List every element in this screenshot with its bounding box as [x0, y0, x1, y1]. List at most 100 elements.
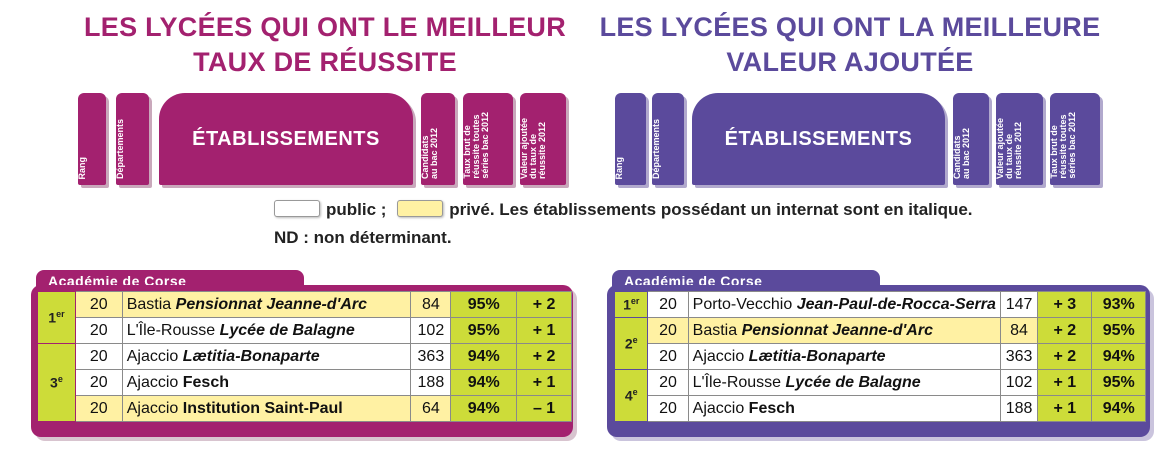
- left-col-etablissements: ÉTABLISSEMENTS: [159, 93, 413, 185]
- candidats-cell: 363: [410, 343, 452, 370]
- left-col-departements-label: Départements: [115, 118, 125, 179]
- rank-cell: 1er: [613, 291, 649, 318]
- city-name: L'Île-Rousse: [692, 373, 782, 391]
- departement-cell: 20: [74, 395, 123, 422]
- right-col-candidats-label: Candidats au bac 2012: [952, 127, 971, 179]
- departement-cell: 20: [647, 395, 689, 422]
- left-col-candidats: Candidats au bac 2012: [420, 93, 455, 185]
- city-name: Bastia: [126, 295, 172, 313]
- departement-cell: 20: [74, 369, 123, 396]
- right-title-line1: LES LYCÉES QUI ONT LA MEILLEURE: [599, 12, 1101, 42]
- candidats-cell: 64: [410, 395, 452, 422]
- rank-suffix: er: [56, 309, 65, 320]
- valeur-ajoutee-cell: + 1: [1037, 395, 1093, 422]
- establishment-name: Jean-Paul-de-Rocca-Serra: [796, 295, 996, 313]
- establishment-name: Fesch: [748, 399, 795, 417]
- candidats-cell: 84: [410, 291, 452, 318]
- right-col-taux-brut: Taux brut de réussite toutes séries bac …: [1049, 93, 1100, 185]
- valeur-ajoutee-cell: + 1: [516, 317, 572, 344]
- candidats-cell: 363: [999, 343, 1039, 370]
- rank-number: 2: [624, 335, 633, 352]
- right-col-etablissements-label: ÉTABLISSEMENTS: [724, 127, 913, 150]
- establishment-name: Fesch: [182, 373, 229, 391]
- right-col-etablissements: ÉTABLISSEMENTS: [692, 93, 945, 185]
- city-name: Bastia: [692, 321, 738, 339]
- taux-cell: 95%: [450, 317, 518, 344]
- right-col-rang-label: Rang: [614, 156, 624, 180]
- taux-cell: 93%: [1091, 291, 1146, 318]
- candidats-cell: 188: [999, 395, 1039, 422]
- rank-number: 4: [624, 387, 633, 404]
- city-name: Ajaccio: [126, 347, 179, 365]
- valeur-ajoutee-cell: + 1: [516, 369, 572, 396]
- legend-nd: ND : non déterminant.: [274, 228, 452, 247]
- right-title: LES LYCÉES QUI ONT LA MEILLEURE VALEUR A…: [570, 10, 1130, 80]
- rank-cell: 1er: [37, 291, 76, 344]
- left-col-valeur-ajoutee-label: Valeur ajoutée du taux de réussite 2012: [519, 117, 547, 179]
- taux-cell: 94%: [450, 343, 518, 370]
- valeur-ajoutee-cell: + 2: [1037, 317, 1093, 344]
- establishment-cell: Ajaccio Institution Saint-Paul: [121, 395, 412, 422]
- city-name: L'Île-Rousse: [126, 321, 216, 339]
- city-name: Ajaccio: [692, 399, 745, 417]
- establishment-cell: Bastia Pensionnat Jeanne-d'Arc: [687, 317, 1001, 344]
- establishment-cell: Ajaccio Fesch: [687, 395, 1001, 422]
- candidats-cell: 102: [410, 317, 452, 344]
- candidats-cell: 84: [999, 317, 1039, 344]
- left-col-rang-label: Rang: [77, 156, 87, 180]
- establishment-name: Lætitia-Bonaparte: [182, 347, 320, 365]
- rank-suffix: e: [632, 387, 638, 398]
- legend-swatch-prive: [397, 200, 444, 217]
- city-name: Ajaccio: [692, 347, 745, 365]
- departement-cell: 20: [647, 369, 689, 396]
- rank-cell: 2e: [613, 317, 649, 370]
- left-col-taux-brut: Taux brut de réussite toutes séries bac …: [462, 93, 513, 185]
- rank-suffix: er: [630, 296, 640, 307]
- right-title-line2: VALEUR AJOUTÉE: [726, 47, 974, 77]
- taux-cell: 94%: [1091, 343, 1146, 370]
- establishment-cell: L'Île-Rousse Lycée de Balagne: [121, 317, 412, 344]
- city-name: Porto-Vecchio: [692, 295, 793, 313]
- taux-cell: 94%: [1091, 395, 1146, 422]
- establishment-cell: Bastia Pensionnat Jeanne-d'Arc: [121, 291, 412, 318]
- left-col-rang: Rang: [77, 93, 106, 185]
- taux-cell: 95%: [450, 291, 518, 318]
- valeur-ajoutee-cell: + 1: [1037, 369, 1093, 396]
- departement-cell: 20: [647, 291, 689, 318]
- city-name: Ajaccio: [126, 373, 179, 391]
- taux-cell: 95%: [1091, 317, 1146, 344]
- valeur-ajoutee-cell: – 1: [516, 395, 572, 422]
- establishment-name: Lætitia-Bonaparte: [748, 347, 886, 365]
- table-row: 1er 20 Porto-Vecchio Jean-Paul-de-Rocca-Se…: [613, 291, 1146, 318]
- taux-cell: 95%: [1091, 369, 1146, 396]
- city-name: Ajaccio: [126, 399, 179, 417]
- right-col-departements-label: Départements: [651, 118, 661, 179]
- left-title-line2: TAUX DE RÉUSSITE: [193, 47, 457, 77]
- left-title: LES LYCÉES QUI ONT LE MEILLEUR TAUX DE R…: [30, 10, 620, 80]
- valeur-ajoutee-cell: + 3: [1037, 291, 1093, 318]
- right-col-taux-brut-label: Taux brut de réussite toutes séries bac …: [1049, 112, 1077, 179]
- departement-cell: 20: [647, 343, 689, 370]
- right-table: 1er 20 Porto-Vecchio Jean-Paul-de-Rocca-Se…: [613, 291, 1146, 422]
- departement-cell: 20: [74, 317, 123, 344]
- table-row: 20 Ajaccio Fesch 188 94% + 1: [38, 369, 572, 396]
- table-row: 20 L'Île-Rousse Lycée de Balagne 102 95% + 1: [38, 317, 572, 344]
- establishment-name: Institution Saint-Paul: [182, 399, 343, 417]
- rank-number: 3: [50, 374, 58, 391]
- establishment-name: Pensionnat Jeanne-d'Arc: [175, 295, 368, 313]
- left-table: 1er 20 Bastia Pensionnat Jeanne-d'Arc 84 95%…: [37, 291, 572, 422]
- table-row: 20 Ajaccio Institution Saint-Paul 64 94% – 1: [38, 395, 572, 422]
- establishment-name: Pensionnat Jeanne-d'Arc: [741, 321, 933, 339]
- establishment-cell: Ajaccio Lætitia-Bonaparte: [121, 343, 412, 370]
- establishment-cell: Ajaccio Lætitia-Bonaparte: [687, 343, 1001, 370]
- establishment-cell: Ajaccio Fesch: [121, 369, 412, 396]
- departement-cell: 20: [647, 317, 689, 344]
- left-title-line1: LES LYCÉES QUI ONT LE MEILLEUR: [83, 12, 567, 42]
- left-col-candidats-label: Candidats au bac 2012: [420, 127, 439, 179]
- rank-cell: 3e: [37, 343, 76, 422]
- right-col-departements: Départements: [651, 93, 684, 185]
- left-col-taux-brut-label: Taux brut de réussite toutes séries bac …: [462, 112, 490, 179]
- legend-swatch-public: [274, 200, 320, 217]
- right-col-candidats: Candidats au bac 2012: [952, 93, 989, 185]
